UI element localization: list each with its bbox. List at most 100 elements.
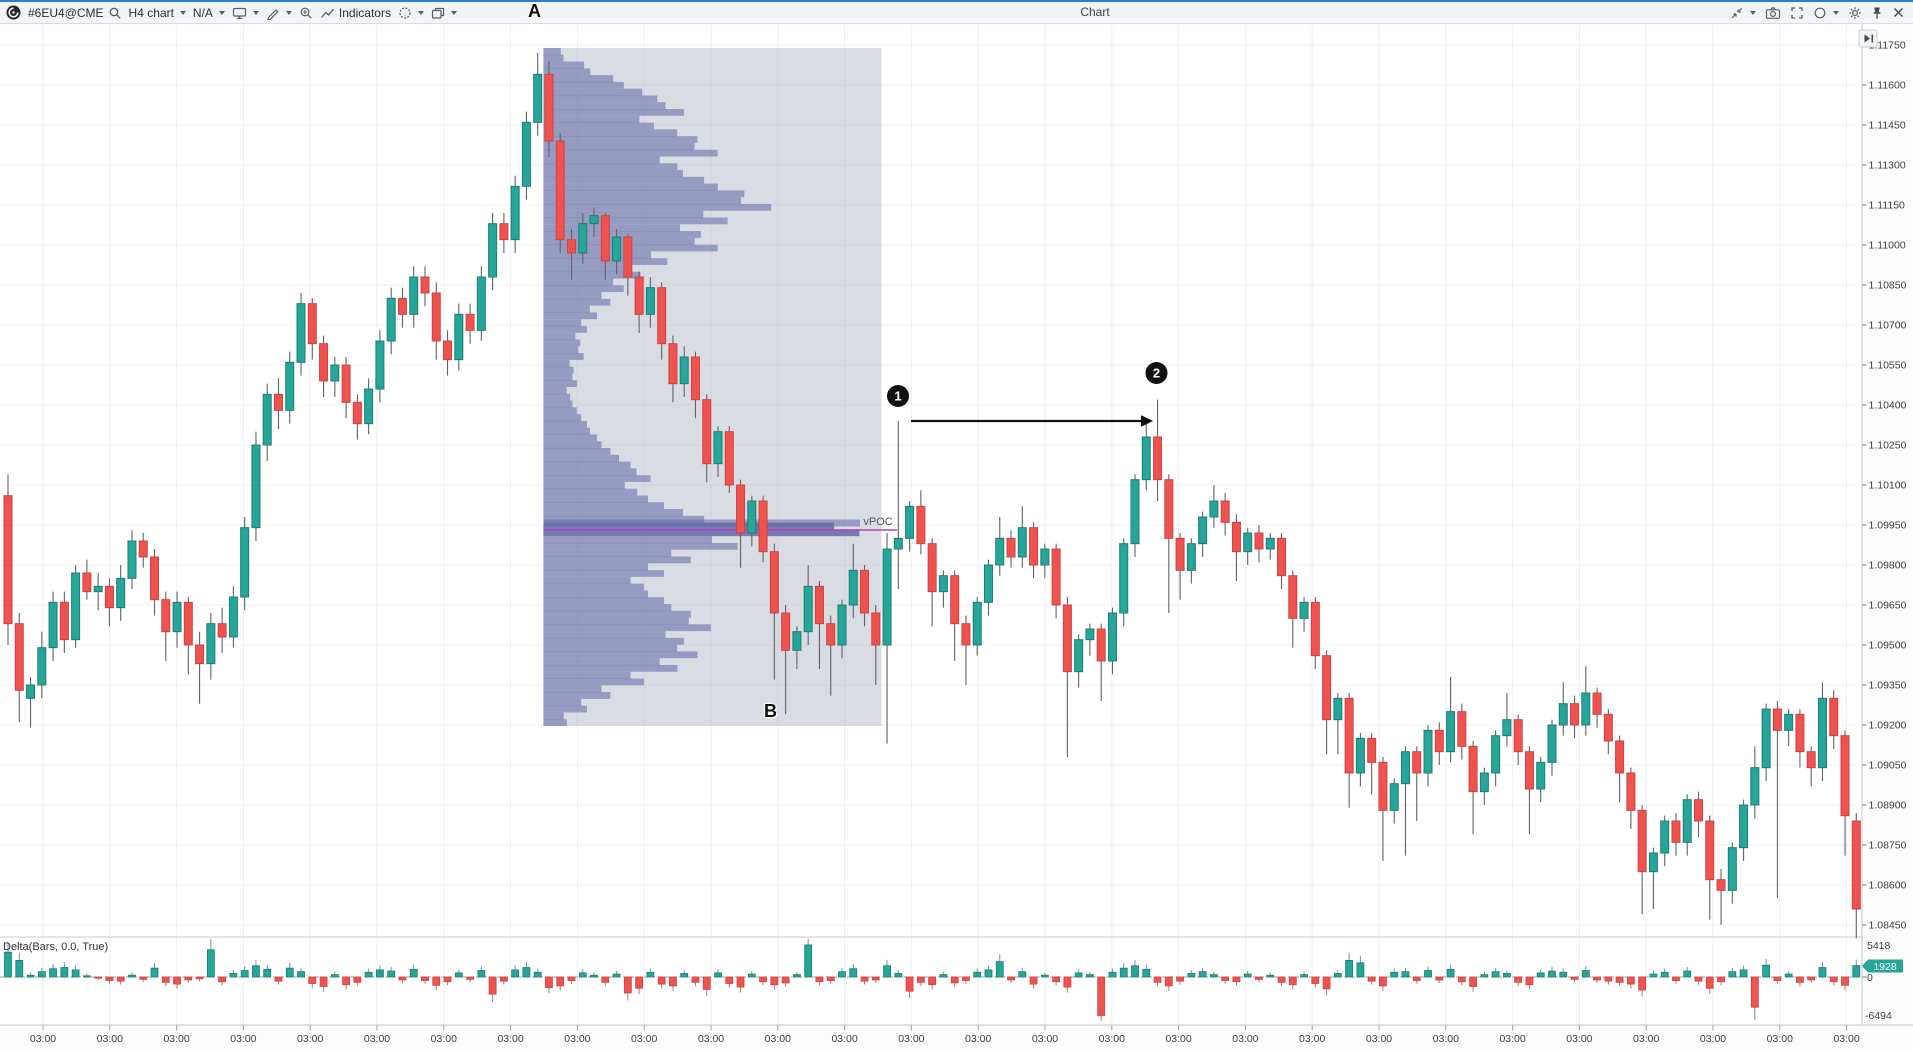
delta-bar bbox=[4, 951, 12, 978]
symbol-label: #6EU4@CME bbox=[28, 5, 104, 20]
profile-row bbox=[543, 210, 704, 218]
price-axis[interactable] bbox=[1862, 24, 1913, 1050]
profile-row bbox=[543, 529, 860, 537]
indicators-label: Indicators bbox=[338, 5, 391, 20]
candle bbox=[1243, 532, 1253, 553]
candle bbox=[1727, 847, 1737, 891]
candle bbox=[713, 431, 723, 465]
pin-icon[interactable] bbox=[1871, 6, 1883, 20]
candle bbox=[138, 540, 148, 558]
profile-row bbox=[543, 712, 564, 720]
delta-bar bbox=[1672, 976, 1680, 981]
candle bbox=[206, 623, 216, 665]
candle bbox=[1840, 735, 1850, 817]
annotation-letter-a[interactable]: A bbox=[528, 1, 541, 21]
profile-row bbox=[543, 488, 638, 496]
marker-1-circle[interactable] bbox=[887, 385, 909, 407]
profile-row bbox=[543, 264, 628, 273]
candle bbox=[567, 239, 576, 254]
delta-bar bbox=[1277, 976, 1286, 983]
collapse-window-button[interactable] bbox=[1730, 6, 1756, 20]
candle bbox=[1524, 751, 1534, 790]
close-icon[interactable] bbox=[1892, 6, 1905, 19]
candle bbox=[961, 623, 971, 646]
templates-button[interactable] bbox=[431, 6, 457, 20]
candle bbox=[533, 73, 543, 123]
symbol-selector[interactable]: #6EU4@CME bbox=[28, 6, 122, 20]
timeframe-selector[interactable]: H4 chart bbox=[129, 6, 186, 20]
shape-circle-icon bbox=[1813, 6, 1827, 20]
delta-bar bbox=[1367, 976, 1376, 982]
annotation-letter-b[interactable]: B bbox=[764, 701, 777, 721]
chart-style-button[interactable] bbox=[232, 6, 259, 20]
time-tick-label: 03:00 bbox=[1099, 1033, 1125, 1045]
profile-row bbox=[543, 400, 573, 408]
marker-2-circle[interactable] bbox=[1145, 362, 1168, 384]
delta-bar bbox=[1796, 976, 1804, 983]
candle bbox=[375, 340, 385, 390]
candle bbox=[1457, 711, 1467, 747]
profile-row bbox=[543, 597, 664, 604]
price-tick-label: 1.08900 bbox=[1869, 800, 1907, 812]
profile-row bbox=[543, 203, 772, 211]
time-tick-label: 03:00 bbox=[1433, 1033, 1459, 1045]
profile-row bbox=[543, 142, 695, 151]
delta-bar bbox=[443, 976, 452, 983]
candle bbox=[1536, 761, 1546, 790]
delta-bar bbox=[1514, 976, 1523, 983]
go-to-latest-button[interactable] bbox=[1858, 29, 1878, 48]
delta-bar bbox=[669, 976, 677, 987]
expand-icon[interactable] bbox=[1790, 6, 1804, 20]
candle bbox=[93, 585, 103, 593]
candle bbox=[1096, 628, 1106, 662]
profile-row bbox=[543, 678, 644, 686]
candle bbox=[319, 343, 329, 382]
profile-row bbox=[543, 292, 602, 300]
layers-icon bbox=[431, 6, 445, 20]
zoom-in-icon[interactable] bbox=[299, 6, 313, 20]
delta-bar bbox=[161, 976, 170, 983]
drawing-tools-button[interactable] bbox=[266, 6, 292, 20]
profile-row bbox=[543, 495, 649, 503]
timeframe-label: H4 chart bbox=[128, 5, 174, 20]
delta-bar bbox=[1626, 976, 1635, 985]
delta-bar bbox=[1333, 973, 1342, 978]
delta-scale-max: 5418 bbox=[1867, 940, 1891, 952]
delta-bar bbox=[1491, 971, 1500, 978]
caret-down-icon bbox=[218, 10, 225, 15]
delta-bar bbox=[105, 976, 114, 981]
delta-bar bbox=[623, 976, 632, 994]
candle bbox=[1851, 820, 1861, 910]
account-selector[interactable]: N/A bbox=[193, 6, 225, 20]
profile-row bbox=[543, 380, 577, 387]
gear-icon[interactable] bbox=[1848, 6, 1862, 20]
candle bbox=[882, 548, 892, 646]
delta-bar bbox=[1052, 976, 1061, 983]
time-axis[interactable] bbox=[0, 1025, 1913, 1050]
time-tick-label: 03:00 bbox=[1032, 1033, 1058, 1045]
delta-bar bbox=[240, 970, 249, 978]
camera-icon[interactable] bbox=[1765, 6, 1781, 20]
delta-indicator-label[interactable]: Delta(Bars, 0.0, True) bbox=[3, 941, 108, 953]
shape-tool-button[interactable] bbox=[1813, 6, 1839, 20]
price-tick-label: 1.11750 bbox=[1869, 40, 1906, 52]
marker-1-number: 1 bbox=[894, 389, 901, 404]
chart-canvas[interactable] bbox=[3, 53, 1861, 939]
price-tick-label: 1.08450 bbox=[1869, 920, 1907, 932]
profile-row bbox=[543, 163, 678, 171]
candle bbox=[1682, 799, 1692, 843]
crosshair-button[interactable] bbox=[398, 6, 424, 20]
delta-bar bbox=[1536, 972, 1545, 978]
delta-bar bbox=[736, 976, 745, 988]
delta-bar bbox=[1119, 967, 1128, 978]
candle bbox=[510, 185, 520, 241]
app-logo-icon[interactable] bbox=[6, 5, 21, 20]
price-tick-label: 1.10250 bbox=[1869, 440, 1907, 452]
search-icon[interactable] bbox=[108, 6, 122, 20]
profile-row bbox=[543, 183, 718, 191]
delta-bar bbox=[308, 976, 317, 984]
delta-bar bbox=[545, 976, 553, 989]
indicators-button[interactable]: Indicators bbox=[320, 6, 391, 20]
candle bbox=[544, 73, 554, 142]
